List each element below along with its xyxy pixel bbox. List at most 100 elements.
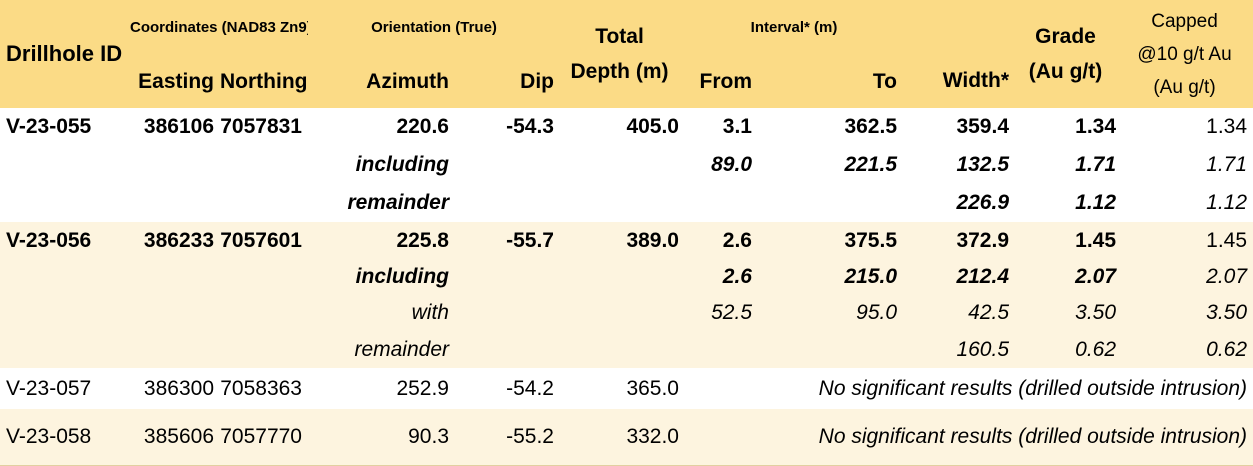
table-row-v23055-main: V-23-055 386106 7057831 220.6 -54.3 405.… (0, 108, 1253, 146)
cell-empty (685, 331, 758, 368)
cell-width: 42.5 (968, 301, 1010, 324)
cell-width: 132.5 (956, 153, 1010, 176)
header-row-groups: Drillhole ID Coordinates (NAD83 Zn9) Ori… (0, 0, 1253, 108)
cell-interval-label: with (411, 301, 449, 324)
header-row-columns: Easting Northing Azimuth Dip From To (0, 55, 1253, 108)
cell-dip: -54.3 (506, 115, 554, 138)
cell-from: 52.5 (711, 301, 752, 324)
cell-dip: -54.2 (506, 376, 554, 400)
cell-empty (560, 259, 685, 295)
header-width: Width* (903, 0, 1016, 108)
cell-capped: 1.45 (1206, 228, 1248, 252)
cell-depth: 332.0 (626, 424, 679, 448)
cell-easting: 386233 (143, 228, 214, 252)
cell-to: 362.5 (844, 115, 898, 138)
header-capped-line3: (Au g/t) (1153, 76, 1216, 98)
header-drillhole-id: Drillhole ID (0, 0, 130, 108)
cell-empty (130, 146, 220, 184)
cell-width: 359.4 (956, 115, 1010, 138)
cell-azimuth: 252.9 (396, 376, 449, 400)
cell-capped: 1.12 (1206, 191, 1248, 214)
cell-capped: 1.71 (1206, 153, 1248, 176)
cell-interval-label: including (355, 265, 449, 288)
cell-empty (560, 331, 685, 368)
table-row-v23057: V-23-057 386300 7058363 252.9 -54.2 365.… (0, 368, 1253, 409)
cell-capped: 3.50 (1206, 301, 1248, 324)
header-total-depth-line1: Total (595, 25, 644, 48)
cell-northing: 7057601 (220, 228, 302, 252)
cell-empty (560, 146, 685, 184)
table-row-v23055-including: including 89.0 221.5 132.5 1.71 1.71 (0, 146, 1253, 184)
cell-capped: 1.34 (1206, 115, 1248, 138)
cell-empty (758, 331, 903, 368)
header-coordinates-group: Coordinates (NAD83 Zn9) (130, 0, 308, 55)
cell-drillhole-id: V-23-058 (6, 424, 92, 448)
cell-empty (220, 331, 308, 368)
cell-drillhole-id: V-23-057 (6, 376, 92, 400)
cell-empty (0, 259, 130, 295)
cell-empty (455, 184, 560, 222)
table-row-v23058: V-23-058 385606 7057770 90.3 -55.2 332.0… (0, 409, 1253, 465)
cell-interval-label: remainder (347, 191, 449, 214)
cell-capped: 2.07 (1206, 265, 1248, 288)
cell-empty (685, 184, 758, 222)
cell-empty (130, 295, 220, 331)
cell-drillhole-id: V-23-055 (6, 115, 92, 138)
cell-northing: 7057831 (220, 115, 302, 138)
table-row-v23056-including: including 2.6 215.0 212.4 2.07 2.07 (0, 259, 1253, 295)
header-grade-line1: Grade (1035, 25, 1096, 48)
cell-from: 3.1 (722, 115, 752, 138)
cell-easting: 386106 (143, 115, 214, 138)
cell-empty (0, 331, 130, 368)
cell-from: 89.0 (711, 153, 752, 176)
header-orientation-group: Orientation (True) (308, 0, 560, 55)
cell-empty (220, 259, 308, 295)
cell-easting: 386300 (143, 376, 214, 400)
cell-grade: 1.45 (1075, 228, 1117, 252)
cell-depth: 365.0 (626, 376, 679, 400)
cell-to: 215.0 (844, 265, 898, 288)
cell-interval-label: remainder (354, 337, 449, 361)
cell-interval-label: including (355, 153, 449, 176)
header-easting: Easting (130, 55, 220, 108)
header-to: To (758, 55, 904, 108)
table-row-v23056-remainder: remainder 160.5 0.62 0.62 (0, 331, 1253, 368)
cell-from: 2.6 (722, 265, 752, 288)
cell-from: 2.6 (722, 228, 752, 252)
cell-capped: 0.62 (1206, 337, 1248, 361)
header-azimuth: Azimuth (308, 55, 455, 108)
cell-to: 95.0 (856, 301, 898, 324)
header-from: From (685, 55, 758, 108)
cell-empty (130, 184, 220, 222)
header-capped-line1: Capped (1151, 10, 1218, 32)
cell-azimuth: 90.3 (408, 424, 449, 448)
cell-empty (220, 295, 308, 331)
cell-azimuth: 225.8 (396, 228, 449, 252)
header-capped-line2: @10 g/t Au (1137, 43, 1232, 65)
cell-grade: 3.50 (1075, 301, 1117, 324)
cell-width: 212.4 (956, 265, 1010, 288)
cell-empty (220, 146, 308, 184)
cell-width: 160.5 (956, 337, 1010, 361)
cell-grade: 1.34 (1075, 115, 1117, 138)
cell-empty (130, 259, 220, 295)
cell-grade: 0.62 (1075, 337, 1117, 361)
cell-empty (758, 184, 903, 222)
cell-empty (560, 295, 685, 331)
cell-width: 372.9 (956, 228, 1010, 252)
header-interval-group: Interval* (m) (685, 0, 904, 55)
header-total-depth-line2: Depth (m) (570, 60, 669, 83)
cell-depth: 405.0 (626, 115, 679, 138)
cell-no-results-note: No significant results (drilled outside … (818, 376, 1248, 400)
cell-empty (220, 184, 308, 222)
cell-drillhole-id: V-23-056 (6, 228, 92, 252)
cell-dip: -55.7 (506, 228, 554, 252)
cell-to: 375.5 (844, 228, 898, 252)
cell-northing: 7057770 (220, 424, 302, 448)
cell-empty (0, 184, 130, 222)
cell-azimuth: 220.6 (396, 115, 449, 138)
cell-dip: -55.2 (506, 424, 554, 448)
table-row-v23056-with: with 52.5 95.0 42.5 3.50 3.50 (0, 295, 1253, 331)
cell-easting: 385606 (143, 424, 214, 448)
